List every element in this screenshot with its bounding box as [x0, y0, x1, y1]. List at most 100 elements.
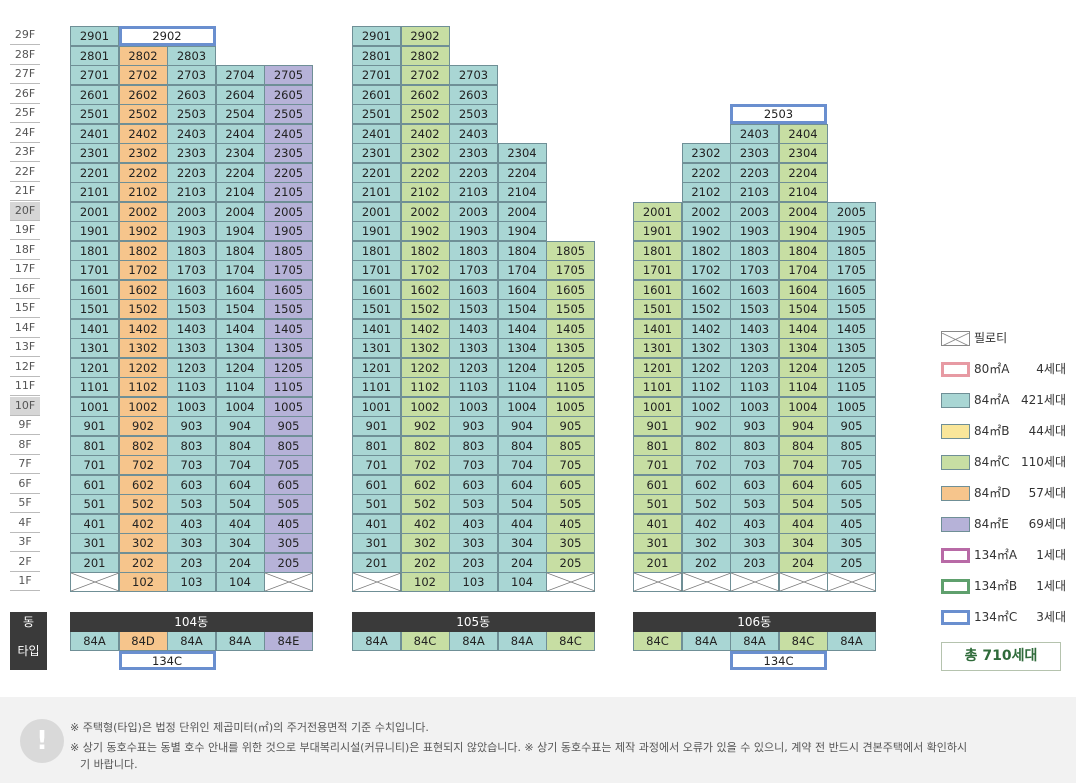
unit-cell: 1404	[497, 318, 547, 339]
unit-cell: 1301	[352, 338, 401, 358]
unit-cell: 404	[778, 513, 828, 534]
unit-cell: 1001	[70, 396, 119, 417]
unit-cell: 302	[681, 533, 731, 553]
unit-cell: 2004	[215, 201, 265, 222]
floor-label: 17F	[10, 260, 40, 279]
type-cell: 84C	[633, 631, 682, 651]
unit-cell: 1703	[730, 260, 779, 280]
unit-cell: 2303	[449, 143, 498, 163]
unit-cell: 1701	[633, 260, 682, 280]
unit-cell: 1401	[352, 318, 401, 339]
unit-cell: 2802	[400, 45, 450, 66]
unit-cell: 205	[264, 552, 313, 573]
unit-cell: 2601	[70, 84, 119, 105]
unit-cell: 2204	[778, 162, 828, 183]
legend-swatch	[941, 362, 970, 377]
unit-cell: 1605	[264, 279, 313, 300]
unit-cell: 602	[400, 474, 450, 495]
unit-cell: 1003	[449, 396, 498, 417]
unit-cell: 1804	[215, 240, 265, 261]
unit-cell: 2503	[167, 104, 216, 124]
unit-cell: 2404	[215, 123, 265, 144]
unit-cell: 701	[633, 455, 682, 475]
unit-cell: 1305	[827, 338, 876, 358]
unit-cell: 202	[681, 552, 731, 573]
unit-cell: 804	[778, 435, 828, 456]
unit-cell: 2203	[167, 162, 216, 183]
floor-label: 26F	[10, 85, 40, 104]
special-unit: 2503	[730, 104, 827, 124]
unit-cell: 2101	[352, 182, 401, 202]
unit-cell: 2002	[118, 201, 168, 222]
unit-cell: 1704	[778, 260, 828, 280]
dong-name: 104동	[70, 612, 313, 632]
unit-cell: 1905	[264, 221, 313, 241]
unit-cell: 1702	[400, 260, 450, 280]
unit-cell: 1501	[352, 299, 401, 319]
unit-cell: 2702	[400, 65, 450, 85]
unit-cell: 1003	[167, 396, 216, 417]
unit-cell: 602	[681, 474, 731, 495]
unit-cell: 1004	[215, 396, 265, 417]
unit-cell: 1205	[827, 357, 876, 378]
unit-cell: 1403	[449, 318, 498, 339]
unit-cell: 801	[70, 435, 119, 456]
unit-cell: 2404	[778, 123, 828, 144]
legend-swatch	[941, 517, 970, 532]
unit-cell: 2003	[730, 201, 779, 222]
unit-cell: 802	[681, 435, 731, 456]
unit-cell: 1403	[167, 318, 216, 339]
unit-cell: 201	[352, 552, 401, 573]
unit-cell: 605	[546, 474, 595, 495]
unit-cell: 803	[449, 435, 498, 456]
unit-cell: 1404	[778, 318, 828, 339]
unit-cell: 902	[681, 416, 731, 436]
unit-cell: 1503	[730, 299, 779, 319]
unit-cell: 2304	[497, 143, 547, 163]
unit-cell: 2401	[352, 123, 401, 144]
unit-cell: 1902	[681, 221, 731, 241]
legend-count: 69세대	[1028, 517, 1066, 531]
exclamation-icon: !	[20, 719, 64, 763]
floor-label: 14F	[10, 319, 40, 338]
unit-cell: 1805	[264, 240, 313, 261]
unit-cell: 1203	[449, 357, 498, 378]
unit-cell: 603	[167, 474, 216, 495]
notes-panel: ! ※ 주택형(타입)은 법정 단위인 제곱미터(㎡)의 주거전용면적 기준 수…	[0, 697, 1076, 783]
unit-cell: 203	[730, 552, 779, 573]
unit-cell: 2102	[681, 182, 731, 202]
unit-cell: 301	[352, 533, 401, 553]
unit-cell: 1503	[449, 299, 498, 319]
unit-cell: 702	[400, 455, 450, 475]
unit-cell: 803	[167, 435, 216, 456]
unit-cell: 1405	[827, 318, 876, 339]
type-cell: 84C	[400, 631, 450, 651]
unit-cell: 2002	[681, 201, 731, 222]
unit-cell: 1803	[730, 240, 779, 261]
legend-label: 80㎡A	[974, 362, 1010, 376]
unit-cell: 103	[167, 572, 216, 592]
unit-cell: 1305	[546, 338, 595, 358]
pilotis-cell	[827, 572, 876, 592]
unit-cell: 905	[546, 416, 595, 436]
legend-count: 44세대	[1028, 424, 1066, 438]
type-cell: 84A	[352, 631, 401, 651]
unit-cell: 204	[215, 552, 265, 573]
unit-cell: 405	[264, 513, 313, 534]
unit-cell: 1702	[118, 260, 168, 280]
unit-cell: 401	[352, 513, 401, 534]
unit-cell: 2405	[264, 123, 313, 144]
unit-cell: 1303	[167, 338, 216, 358]
unit-cell: 605	[827, 474, 876, 495]
unit-cell: 503	[167, 494, 216, 514]
unit-cell: 2604	[215, 84, 265, 105]
unit-cell: 404	[497, 513, 547, 534]
unit-cell: 402	[118, 513, 168, 534]
legend-item: 84㎡D 57세대	[941, 483, 1066, 503]
unit-cell: 1304	[778, 338, 828, 358]
unit-cell: 2103	[730, 182, 779, 202]
unit-cell: 1205	[546, 357, 595, 378]
pilotis-cell	[730, 572, 779, 592]
unit-cell: 704	[215, 455, 265, 475]
unit-cell: 203	[167, 552, 216, 573]
